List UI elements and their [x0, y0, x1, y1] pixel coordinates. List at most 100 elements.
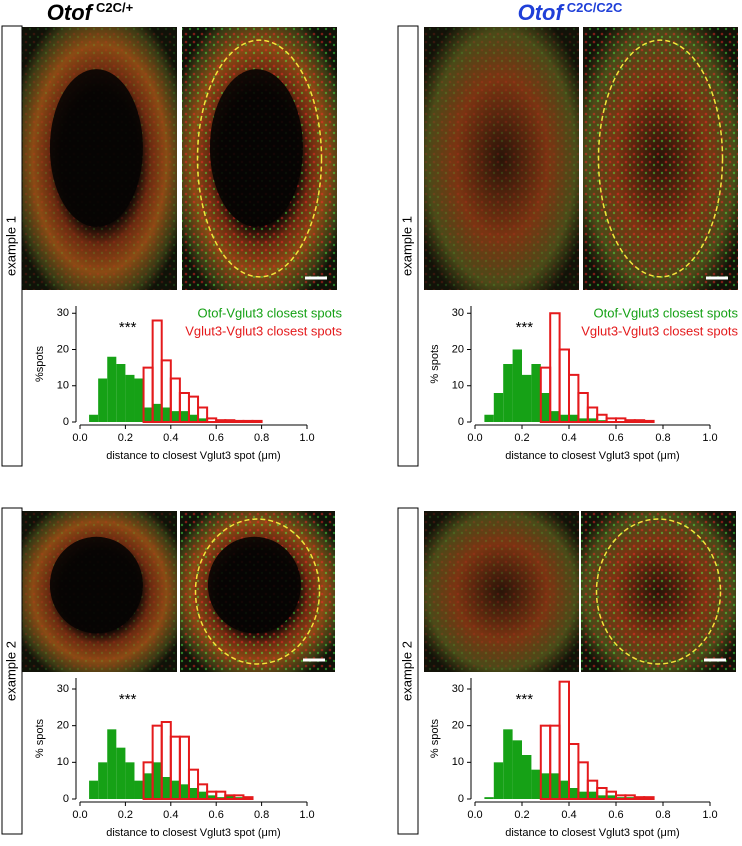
x-tick-label: 0.6 [608, 809, 623, 821]
histogram-bar [170, 780, 180, 799]
x-tick-label: 0.6 [209, 809, 224, 821]
nucleus [49, 69, 143, 227]
histogram-bar [493, 762, 504, 799]
histogram-bar [233, 419, 245, 424]
y-tick-label: 10 [57, 380, 69, 392]
y-axis-label: % spots [429, 344, 441, 384]
histogram-bar [531, 769, 541, 799]
x-tick-label: 1.0 [702, 809, 717, 821]
x-axis-label: distance to closest Vglut3 spot (μm) [505, 827, 679, 839]
micrograph-texture [583, 27, 738, 290]
x-tick-label: 0.6 [608, 432, 623, 444]
histogram-bar [161, 777, 171, 799]
histogram-bar [531, 364, 541, 422]
histogram-bar [512, 740, 522, 799]
histogram-bar [197, 406, 209, 423]
histogram-bar [522, 374, 532, 422]
y-tick-label: 20 [57, 343, 69, 355]
x-tick-label: 1.0 [702, 432, 717, 444]
y-tick-label: 0 [458, 793, 464, 805]
x-tick-label: 0.6 [209, 432, 224, 444]
histogram-bar [152, 762, 162, 799]
histogram-bar [624, 794, 636, 800]
cell-outline [194, 518, 321, 665]
histogram-bar [143, 407, 153, 422]
histogram-bar [503, 729, 513, 799]
histogram-bar [125, 374, 135, 422]
histogram-bar [624, 419, 636, 423]
histogram-bar [116, 747, 126, 799]
histogram-bar [134, 378, 144, 422]
row-label: example 2 [3, 641, 18, 701]
histogram-bar [188, 788, 199, 799]
histogram-bar [549, 312, 561, 423]
histogram-bar [578, 791, 588, 799]
y-axis-label: %spots [34, 345, 46, 382]
x-tick-label: 0.2 [118, 432, 133, 444]
histogram-bar [577, 392, 589, 423]
histogram-bar [643, 419, 655, 424]
histogram-bar [643, 796, 655, 801]
significance: *** [516, 691, 534, 708]
x-tick-label: 0.2 [514, 809, 529, 821]
histogram-bar [615, 417, 627, 423]
histogram-bar [134, 780, 144, 799]
histogram-bar [98, 762, 108, 799]
histogram-bar [198, 418, 208, 422]
x-axis-label: distance to closest Vglut3 spot (μm) [505, 450, 679, 462]
histogram-bar [233, 794, 245, 800]
histogram-bar [242, 419, 254, 424]
y-tick-label: 10 [452, 380, 464, 392]
x-tick-label: 0.8 [655, 809, 670, 821]
legend-entry: Otof-Vglut3 closest spots [197, 305, 342, 320]
histogram-bar [558, 680, 570, 801]
x-tick-label: 0.2 [118, 809, 133, 821]
histogram-bar [587, 791, 598, 799]
histogram-bar [587, 418, 598, 422]
x-tick-label: 0.4 [561, 432, 576, 444]
histogram-bar [89, 780, 99, 799]
cell-outline [595, 518, 722, 665]
y-axis-label: % spots [429, 718, 441, 758]
row-label-box [397, 507, 419, 835]
histogram-bar [540, 393, 551, 422]
x-tick-label: 0.0 [467, 432, 482, 444]
y-tick-label: 10 [57, 756, 69, 768]
row-label: example 1 [3, 216, 18, 276]
y-tick-label: 0 [63, 793, 69, 805]
histogram-bar [116, 364, 126, 422]
histogram-bar [512, 349, 522, 422]
histogram-bar [179, 411, 189, 422]
histogram-bar [633, 796, 646, 801]
histogram-bar [578, 418, 588, 422]
micrograph-texture [424, 511, 579, 672]
genotype: C2C/C2C [567, 0, 623, 15]
histogram-bar [484, 414, 494, 422]
histogram-bar [559, 414, 569, 422]
histogram-bar [605, 417, 617, 423]
significance: *** [119, 319, 137, 336]
histogram-bar [170, 411, 180, 422]
y-axis-label: % spots [34, 718, 46, 758]
histogram-bar [615, 794, 627, 800]
y-tick-label: 30 [452, 307, 464, 319]
legend-entry: Vglut3-Vglut3 closest spots [185, 323, 342, 338]
row-label-box [1, 25, 23, 467]
histogram-bar [224, 419, 236, 423]
micrograph-texture [581, 511, 736, 672]
histogram-bar [179, 784, 189, 799]
histogram-bar [98, 378, 108, 422]
histogram-bar [550, 773, 560, 799]
x-tick-label: 0.0 [72, 809, 87, 821]
histogram-bar [633, 419, 646, 423]
x-tick-label: 0.8 [254, 432, 269, 444]
nucleus [207, 536, 301, 634]
histogram-bar [484, 797, 494, 799]
significance: *** [119, 691, 137, 708]
row-label: example 2 [399, 641, 414, 701]
row-label-box [397, 25, 419, 467]
column-title: Otof C2C/+ [47, 0, 134, 25]
histogram-bar [178, 735, 190, 801]
legend-entry: Vglut3-Vglut3 closest spots [581, 323, 738, 338]
